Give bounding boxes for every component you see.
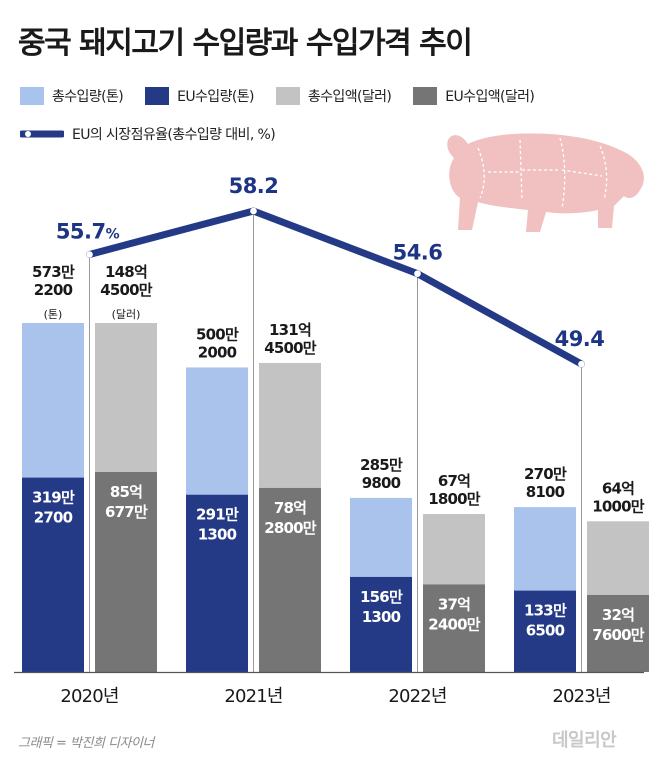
legend-line: EU의 시장점유율(총수입량 대비, %)	[20, 124, 297, 144]
legend-item-total-volume: 총수입량(톤)	[20, 86, 124, 106]
data-label-total-volume: 270만	[524, 465, 567, 483]
data-label-eu-value: 2400만	[428, 615, 481, 633]
legend-item-eu-value: EU수입액(달러)	[413, 86, 535, 106]
legend-label-total-value: 총수입액(달러)	[307, 89, 392, 105]
legend-label-eu-value: EU수입액(달러)	[445, 89, 535, 105]
data-label-total-volume: 285만	[360, 456, 403, 474]
data-label-total-value: 67억	[438, 472, 470, 490]
x-tick-label: 2020년	[60, 686, 118, 707]
data-label-eu-volume: 133만	[524, 602, 567, 620]
data-label-total-value: 4500만	[100, 281, 153, 299]
data-label-eu-value: 85억	[110, 483, 142, 501]
bar-eu-volume	[514, 590, 576, 672]
data-label-total-volume: 9800	[362, 474, 401, 492]
data-label-total-value: 148억	[105, 263, 147, 281]
data-label-eu-volume: 291만	[196, 506, 239, 524]
share-label: 58.2	[229, 174, 279, 198]
data-label-total-volume: 2200	[34, 281, 73, 299]
share-label: 54.6	[393, 241, 443, 265]
x-tick-label: 2022년	[388, 686, 446, 707]
data-label-total-value: 131억	[269, 321, 311, 339]
unit-label-volume: (톤)	[44, 308, 63, 321]
data-label-total-volume: 573만	[32, 263, 75, 281]
data-label-total-value: 1800만	[428, 490, 481, 508]
legend-swatch-total-volume	[20, 87, 44, 105]
pig-icon	[447, 133, 644, 232]
x-tick-label: 2021년	[224, 686, 282, 707]
share-point	[414, 270, 421, 277]
x-axis: 2020년 2021년 2022년 2023년	[14, 671, 644, 707]
share-point	[578, 360, 585, 368]
data-label-eu-value: 32억	[602, 606, 634, 624]
credit-text: 그래픽 = 박진희 디자이너	[18, 736, 154, 751]
share-point	[250, 207, 257, 215]
bars-layer	[22, 323, 649, 672]
share-label-unit: %	[106, 227, 120, 243]
bar-eu-volume	[350, 576, 412, 672]
legend-label-eu-volume: EU수입량(톤)	[177, 89, 254, 105]
bar-eu-value	[259, 487, 321, 672]
line-marker-icon	[20, 130, 64, 138]
bar-eu-value	[587, 594, 649, 672]
unit-label-value: (달러)	[112, 308, 141, 321]
data-label-total-value: 4500만	[264, 339, 317, 357]
share-label: 49.4	[555, 327, 605, 351]
legend: 총수입량(톤) EU수입량(톤) 총수입액(달러) EU수입액(달러)	[20, 86, 556, 106]
chart-title: 중국 돼지고기 수입량과 수입가격 추이	[18, 26, 473, 61]
data-label-eu-volume: 2700	[34, 509, 73, 527]
legend-label-eu-share: EU의 시장점유율(총수입량 대비, %)	[72, 127, 276, 143]
legend-swatch-eu-volume	[145, 87, 170, 105]
line-layer	[86, 207, 585, 672]
legend-item-total-value: 총수입액(달러)	[275, 86, 392, 106]
share-label: 55.7%	[56, 220, 120, 244]
bar-eu-volume	[186, 494, 248, 672]
data-label-total-value: 64억	[602, 479, 634, 497]
data-label-total-value: 1000만	[592, 497, 645, 515]
data-label-eu-volume: 6500	[526, 622, 565, 640]
data-label-total-volume: 2000	[198, 343, 237, 361]
data-label-total-volume: 500만	[196, 325, 239, 343]
data-label-total-volume: 8100	[526, 483, 565, 501]
x-tick-label: 2023년	[552, 686, 610, 707]
data-label-eu-value: 677만	[105, 503, 148, 521]
bar-eu-value	[423, 584, 485, 672]
data-label-eu-value: 78억	[274, 499, 306, 517]
data-label-eu-value: 2800만	[264, 519, 317, 537]
legend-swatch-eu-value	[413, 87, 438, 105]
data-label-eu-value: 7600만	[592, 626, 645, 644]
legend-label-total-volume: 총수입량(톤)	[52, 89, 124, 105]
legend-item-eu-volume: EU수입량(톤)	[145, 86, 254, 106]
bar-eu-value	[95, 472, 157, 672]
data-label-eu-volume: 156만	[360, 588, 403, 606]
share-point	[86, 251, 93, 258]
legend-swatch-total-value	[275, 87, 300, 105]
data-label-eu-volume: 1300	[362, 608, 401, 626]
bar-eu-volume	[22, 477, 84, 672]
share-line	[86, 207, 585, 368]
data-label-eu-value: 37억	[438, 595, 470, 613]
data-label-eu-volume: 1300	[198, 526, 237, 544]
legend-item-eu-share: EU의 시장점유율(총수입량 대비, %)	[20, 124, 276, 144]
data-label-eu-volume: 319만	[32, 489, 75, 507]
watermark-logo: 데일리안	[552, 730, 617, 751]
